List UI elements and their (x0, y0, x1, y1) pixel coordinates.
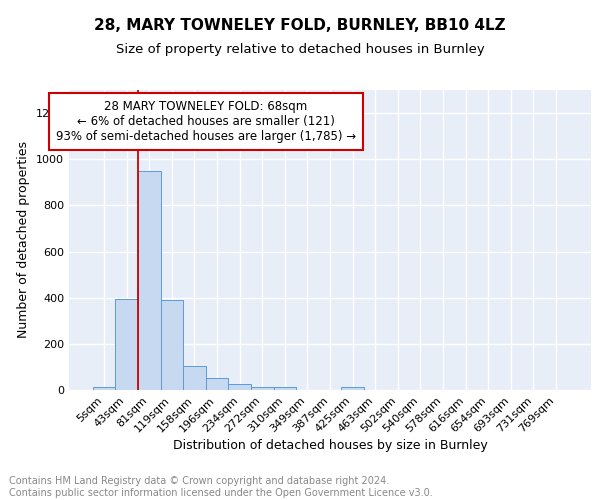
Bar (229, 384, 251, 390)
Text: 28, MARY TOWNELEY FOLD, BURNLEY, BB10 4LZ: 28, MARY TOWNELEY FOLD, BURNLEY, BB10 4L… (94, 18, 506, 32)
Bar (138, 171, 161, 390)
Bar (251, 386, 274, 390)
Bar (341, 386, 364, 390)
Text: 28 MARY TOWNELEY FOLD: 68sqm
← 6% of detached houses are smaller (121)
93% of se: 28 MARY TOWNELEY FOLD: 68sqm ← 6% of det… (56, 100, 356, 144)
Bar (161, 300, 183, 390)
Bar (93, 386, 115, 390)
Bar (206, 378, 229, 390)
Y-axis label: Number of detached properties: Number of detached properties (17, 142, 31, 338)
Text: Contains HM Land Registry data © Crown copyright and database right 2024.
Contai: Contains HM Land Registry data © Crown c… (9, 476, 433, 498)
Bar (274, 387, 296, 390)
Bar (183, 366, 206, 390)
X-axis label: Distribution of detached houses by size in Burnley: Distribution of detached houses by size … (173, 440, 487, 452)
Bar (115, 299, 138, 390)
Text: Size of property relative to detached houses in Burnley: Size of property relative to detached ho… (116, 42, 484, 56)
